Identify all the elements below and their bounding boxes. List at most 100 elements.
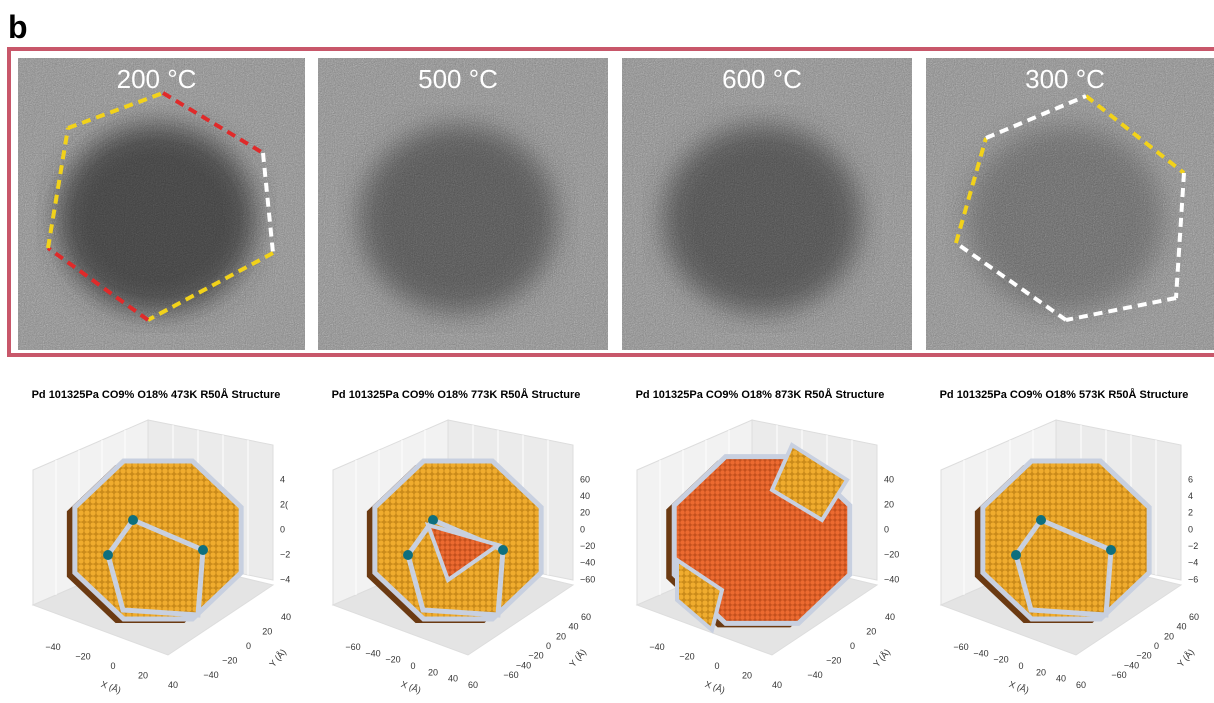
corner-atom [198, 545, 208, 555]
z-tick-label: 20 [884, 499, 894, 509]
x-tick-label: −40 [973, 648, 988, 658]
temperature-label: 600 °C [722, 64, 802, 94]
corner-atom [1011, 550, 1021, 560]
y-tick-label: −40 [203, 670, 218, 680]
y-tick-label: −20 [528, 651, 543, 661]
plot-title: Pd 101325Pa CO9% O18% 573K R50Å Structur… [940, 388, 1189, 401]
y-tick-label: −40 [1124, 660, 1139, 670]
x-tick-label: 60 [1076, 680, 1086, 690]
figure: b 200 °C 500 °C 600 °C 300 °C Pd 101325Pa CO… [0, 0, 1214, 698]
y-tick-label: 0 [546, 641, 551, 651]
y-tick-label: −60 [503, 670, 518, 680]
x-tick-label: −20 [679, 652, 694, 662]
tem-noise [622, 58, 912, 350]
z-tick-label: −40 [884, 574, 899, 584]
corner-atom [498, 545, 508, 555]
y-tick-label: −20 [826, 656, 841, 666]
z-tick-label: −40 [580, 558, 595, 568]
z-tick-label: −4 [280, 574, 290, 584]
tem-noise [318, 58, 608, 350]
z-tick-label: 0 [884, 524, 889, 534]
x-tick-label: 60 [468, 680, 478, 690]
y-tick-label: 60 [581, 612, 591, 622]
x-tick-label: −60 [953, 642, 968, 652]
x-axis-label: X (Å) [1008, 679, 1031, 695]
corner-atom [1106, 545, 1116, 555]
z-tick-label: −20 [884, 549, 899, 559]
x-tick-label: 40 [1056, 674, 1066, 684]
y-tick-label: 40 [885, 612, 895, 622]
y-tick-label: −60 [1111, 670, 1126, 680]
y-tick-label: 40 [1176, 622, 1186, 632]
z-tick-label: 40 [884, 474, 894, 484]
y-tick-label: −20 [222, 656, 237, 666]
x-tick-label: 40 [448, 674, 458, 684]
z-tick-label: −20 [580, 541, 595, 551]
y-axis-label: Y (Å) [267, 647, 288, 669]
z-tick-label: 2 [1188, 508, 1193, 518]
x-tick-label: −20 [993, 655, 1008, 665]
y-tick-label: 20 [556, 631, 566, 641]
tem-image: 600 °C [622, 58, 912, 350]
y-axis-label: Y (Å) [1175, 647, 1196, 669]
corner-atom [103, 550, 113, 560]
structure-plot: Pd 101325Pa CO9% O18% 473K R50Å Structur… [32, 388, 291, 695]
x-tick-label: 20 [1036, 667, 1046, 677]
tem-image: 500 °C [318, 58, 608, 350]
y-tick-label: 40 [568, 622, 578, 632]
x-tick-label: −40 [649, 642, 664, 652]
x-tick-label: −20 [385, 655, 400, 665]
y-tick-label: 0 [1154, 641, 1159, 651]
z-tick-label: −4 [1188, 558, 1198, 568]
x-tick-label: 20 [428, 667, 438, 677]
structure-plot: Pd 101325Pa CO9% O18% 773K R50Å Structur… [332, 388, 596, 695]
tem-image: 300 °C [926, 58, 1214, 350]
x-tick-label: 40 [772, 680, 782, 690]
z-tick-label: 20 [580, 508, 590, 518]
y-axis-label: Y (Å) [567, 647, 588, 669]
corner-atom [403, 550, 413, 560]
y-tick-label: 20 [866, 627, 876, 637]
y-tick-label: 0 [850, 641, 855, 651]
z-tick-label: 4 [1188, 491, 1193, 501]
z-tick-label: 4 [280, 474, 285, 484]
x-tick-label: 0 [1018, 661, 1023, 671]
y-tick-label: 40 [281, 612, 291, 622]
temperature-label: 500 °C [418, 64, 498, 94]
z-tick-label: 0 [280, 524, 285, 534]
y-tick-label: 0 [246, 641, 251, 651]
z-tick-label: −60 [580, 574, 595, 584]
z-tick-label: 2( [280, 499, 288, 509]
y-tick-label: 60 [1189, 612, 1199, 622]
z-tick-label: 40 [580, 491, 590, 501]
y-tick-label: −40 [516, 660, 531, 670]
x-axis-label: X (Å) [400, 679, 423, 695]
structure-plot: Pd 101325Pa CO9% O18% 573K R50Å Structur… [940, 388, 1199, 695]
plot-title: Pd 101325Pa CO9% O18% 873K R50Å Structur… [636, 388, 885, 401]
x-tick-label: 20 [138, 671, 148, 681]
z-tick-label: −2 [1188, 541, 1198, 551]
x-axis-label: X (Å) [100, 679, 123, 695]
y-tick-label: 20 [262, 627, 272, 637]
y-tick-label: 20 [1164, 631, 1174, 641]
corner-atom [1036, 515, 1046, 525]
x-tick-label: −20 [75, 652, 90, 662]
x-tick-label: −40 [45, 642, 60, 652]
panel-label: b [8, 9, 28, 45]
x-tick-label: 0 [110, 661, 115, 671]
structure-plot: Pd 101325Pa CO9% O18% 873K R50Å Structur… [636, 388, 900, 695]
z-tick-label: 60 [580, 474, 590, 484]
z-tick-label: 0 [1188, 524, 1193, 534]
y-tick-label: −20 [1136, 651, 1151, 661]
y-tick-label: −40 [807, 670, 822, 680]
x-tick-label: −40 [365, 648, 380, 658]
tem-image: 200 °C [18, 58, 305, 350]
corner-atom [128, 515, 138, 525]
y-axis-label: Y (Å) [871, 647, 892, 669]
temperature-label: 200 °C [117, 64, 197, 94]
x-axis-label: X (Å) [704, 679, 727, 695]
tem-noise [18, 58, 305, 350]
x-tick-label: −60 [345, 642, 360, 652]
x-tick-label: 20 [742, 671, 752, 681]
z-tick-label: −2 [280, 549, 290, 559]
